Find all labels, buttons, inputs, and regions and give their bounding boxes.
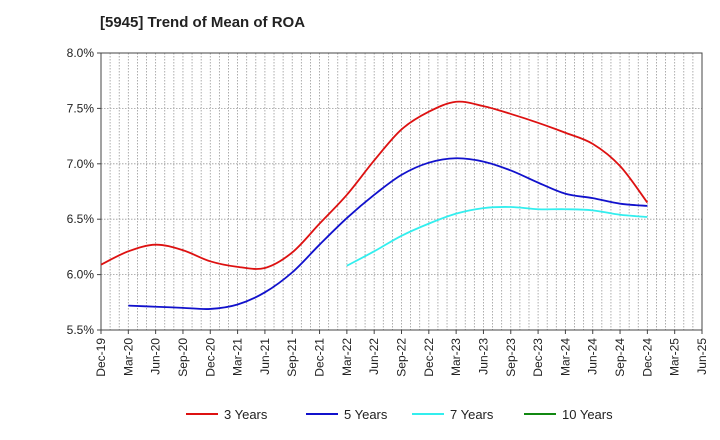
x-tick-label: Mar-23	[449, 338, 463, 376]
y-tick-label: 7.0%	[67, 157, 95, 171]
x-tick-label: Jun-20	[149, 338, 163, 375]
x-tick-label: Sep-22	[395, 338, 409, 377]
x-tick-label: Sep-21	[285, 338, 299, 377]
x-tick-label: Dec-20	[203, 338, 217, 377]
y-tick-label: 6.0%	[67, 268, 95, 282]
x-tick-label: Mar-22	[340, 338, 354, 376]
y-tick-label: 8.0%	[67, 46, 95, 60]
x-tick-label: Jun-23	[476, 338, 490, 375]
x-tick-label: Jun-24	[586, 338, 600, 375]
legend: 3 Years 5 Years 7 Years 10 Years	[186, 407, 613, 422]
x-tick-label: Mar-24	[558, 338, 572, 376]
grid	[100, 52, 703, 331]
x-tick-label: Dec-21	[313, 338, 327, 377]
x-tick-label: Dec-19	[94, 338, 108, 377]
legend-label: 7 Years	[450, 407, 494, 422]
x-tick-label: Mar-21	[231, 338, 245, 376]
chart-title: [5945] Trend of Mean of ROA	[100, 14, 306, 31]
x-axis-ticks: Dec-19 Mar-20 Jun-20 Sep-20 Dec-20 Mar-21 Jun-…	[94, 330, 709, 377]
x-tick-label: Jun-25	[695, 338, 709, 375]
x-tick-label: Mar-20	[121, 338, 135, 376]
y-tick-label: 5.5%	[67, 323, 95, 337]
series-line-5-years	[128, 157, 648, 310]
legend-label: 3 Years	[224, 407, 268, 422]
series-line-3-years	[100, 100, 649, 270]
x-tick-label: Mar-25	[668, 338, 682, 376]
x-tick-label: Sep-23	[504, 338, 518, 377]
y-tick-label: 7.5%	[67, 101, 95, 115]
series-line-7-years	[346, 206, 648, 267]
series-lines	[100, 100, 649, 310]
x-tick-label: Sep-24	[613, 338, 627, 377]
x-tick-label: Jun-21	[258, 338, 272, 375]
legend-label: 10 Years	[562, 407, 613, 422]
x-tick-label: Sep-20	[176, 338, 190, 377]
x-tick-label: Dec-24	[640, 338, 654, 377]
x-tick-label: Dec-22	[422, 338, 436, 377]
y-axis-ticks: 5.5% 6.0% 6.5% 7.0% 7.5% 8.0%	[67, 46, 101, 337]
legend-label: 5 Years	[344, 407, 388, 422]
x-tick-label: Jun-22	[367, 338, 381, 375]
y-tick-label: 6.5%	[67, 212, 95, 226]
x-tick-label: Dec-23	[531, 338, 545, 377]
